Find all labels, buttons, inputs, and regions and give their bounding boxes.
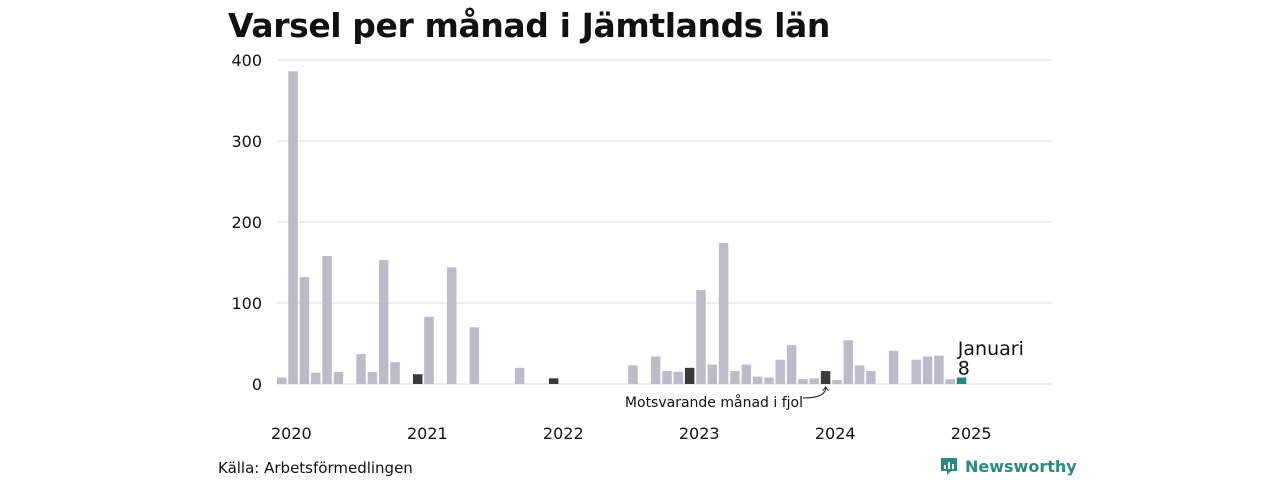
x-tick-label: 2020 <box>271 424 312 443</box>
x-tick-label: 2024 <box>815 424 856 443</box>
annotations: Januari 8 Motsvarande månad i fjol <box>625 338 1024 411</box>
bar <box>809 378 820 384</box>
bar <box>752 376 763 384</box>
bar <box>469 327 480 384</box>
bar <box>367 371 378 384</box>
highlight-value-label: 8 <box>958 358 970 380</box>
same-month-bar <box>684 367 695 384</box>
bar <box>310 372 321 384</box>
bar <box>696 290 706 384</box>
bar <box>922 356 933 384</box>
x-tick-label: 2023 <box>679 424 720 443</box>
y-axis-ticks: 0 100 200 300 400 <box>231 51 262 394</box>
bar <box>707 364 718 384</box>
bar <box>911 359 921 384</box>
bar <box>786 345 797 384</box>
bar <box>888 350 899 384</box>
bar <box>673 371 684 384</box>
bar <box>945 379 955 384</box>
brand-name: Newsworthy <box>965 456 1077 476</box>
same-month-bar <box>820 371 831 384</box>
bar <box>730 371 740 384</box>
previous-year-arrow <box>802 386 827 399</box>
bar <box>333 371 344 384</box>
y-tick-label: 0 <box>252 375 262 394</box>
bar <box>775 359 786 384</box>
bar <box>718 243 729 384</box>
bar <box>854 365 865 384</box>
bar <box>843 340 853 384</box>
bar <box>628 365 638 384</box>
bar <box>934 355 944 384</box>
highlight-month-label: Januari <box>957 338 1024 360</box>
x-tick-label: 2025 <box>951 424 992 443</box>
chart-title: Varsel per månad i Jämtlands län <box>228 6 831 45</box>
bar <box>446 267 457 384</box>
same-month-bar <box>548 378 559 384</box>
y-tick-label: 100 <box>231 294 262 313</box>
x-axis-ticks: 2020 2021 2022 2023 2024 2025 <box>271 424 992 443</box>
source-text: Källa: Arbetsförmedlingen <box>218 459 413 477</box>
same-month-bar <box>412 374 423 384</box>
bar <box>650 356 661 384</box>
bar <box>798 379 808 384</box>
bar <box>514 367 525 384</box>
y-tick-label: 300 <box>231 132 262 151</box>
bar <box>277 377 287 384</box>
x-tick-label: 2021 <box>407 424 448 443</box>
highlight-bar <box>956 377 967 384</box>
bars <box>277 71 967 384</box>
previous-year-arrowhead <box>822 386 829 392</box>
bar <box>390 362 400 384</box>
bar <box>356 354 366 384</box>
newsworthy-logo-icon <box>941 458 957 475</box>
bar <box>378 260 389 384</box>
bar <box>424 316 434 384</box>
bar <box>662 371 672 384</box>
grid-lines <box>277 59 1052 385</box>
y-tick-label: 200 <box>231 213 262 232</box>
bar <box>832 379 842 384</box>
brand-logo[interactable]: Newsworthy <box>939 456 1077 476</box>
x-tick-label: 2022 <box>543 424 584 443</box>
bar <box>741 364 752 384</box>
bar <box>288 71 298 384</box>
bar <box>322 256 332 384</box>
y-tick-label: 400 <box>231 51 262 70</box>
bar <box>866 371 876 384</box>
bar <box>764 377 774 384</box>
bar <box>299 277 310 384</box>
previous-year-note: Motsvarande månad i fjol <box>625 394 803 411</box>
